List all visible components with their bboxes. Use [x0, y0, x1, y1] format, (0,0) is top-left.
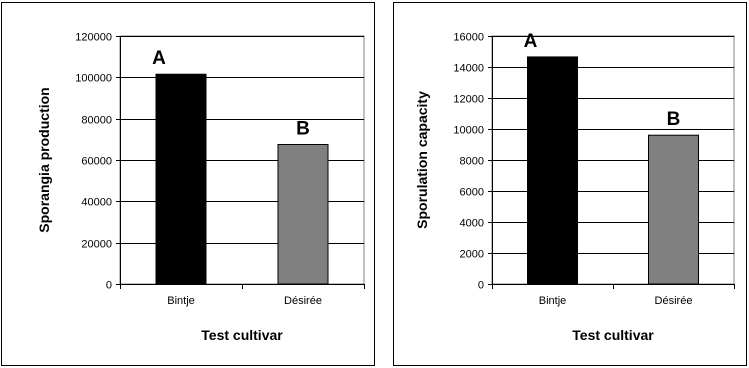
y-tick-label: 14000 — [453, 63, 484, 75]
y-axis-title: Sporangia production — [36, 87, 52, 232]
y-tick-label: 100000 — [75, 73, 112, 85]
y-tick-label: 16000 — [453, 32, 484, 44]
x-axis-title: Test cultivar — [572, 327, 654, 343]
y-tick-label: 6000 — [460, 187, 484, 199]
bar — [527, 56, 578, 285]
y-tick-label: 8000 — [460, 156, 484, 168]
bar — [648, 134, 699, 285]
y-tick-label: 0 — [478, 280, 484, 292]
y-tick-label: 40000 — [81, 197, 112, 209]
bar-letter-label: A — [152, 48, 166, 69]
bar-letter-label: B — [296, 119, 310, 140]
x-tick-label: Désirée — [655, 295, 693, 307]
y-tick-label: 4000 — [460, 218, 484, 230]
y-axis-title: Sporulation capacity — [414, 91, 430, 229]
chart-panel-sporulation: 0 2000 4000 6000 8000 10000 12000 14000 16000 Bin… — [393, 2, 747, 366]
sporulation-chart: 0 2000 4000 6000 8000 10000 12000 14000 16000 Bin… — [414, 31, 735, 343]
y-tick-label: 12000 — [453, 94, 484, 106]
bar-letter-label: A — [524, 31, 538, 52]
y-tick-label: 10000 — [453, 125, 484, 137]
y-tick-label: 2000 — [460, 249, 484, 261]
y-tick-label: 20000 — [81, 239, 112, 251]
bar — [155, 73, 207, 285]
y-tick-label: 60000 — [81, 156, 112, 168]
bar — [277, 144, 329, 285]
y-tick-label: 0 — [106, 280, 112, 292]
chart-panel-sporangia: 0 20000 40000 60000 80000 100000 120000 Bintje A… — [1, 2, 375, 366]
x-tick-label: Désirée — [284, 295, 322, 307]
x-axis-title: Test cultivar — [201, 327, 283, 343]
y-tick-label: 120000 — [75, 32, 112, 44]
sporangia-chart: 0 20000 40000 60000 80000 100000 120000 Bintje A… — [36, 32, 365, 343]
y-tick-label: 80000 — [81, 115, 112, 127]
bar-letter-label: B — [667, 109, 681, 130]
x-tick-label: Bintje — [167, 295, 195, 307]
x-tick-label: Bintje — [539, 295, 567, 307]
